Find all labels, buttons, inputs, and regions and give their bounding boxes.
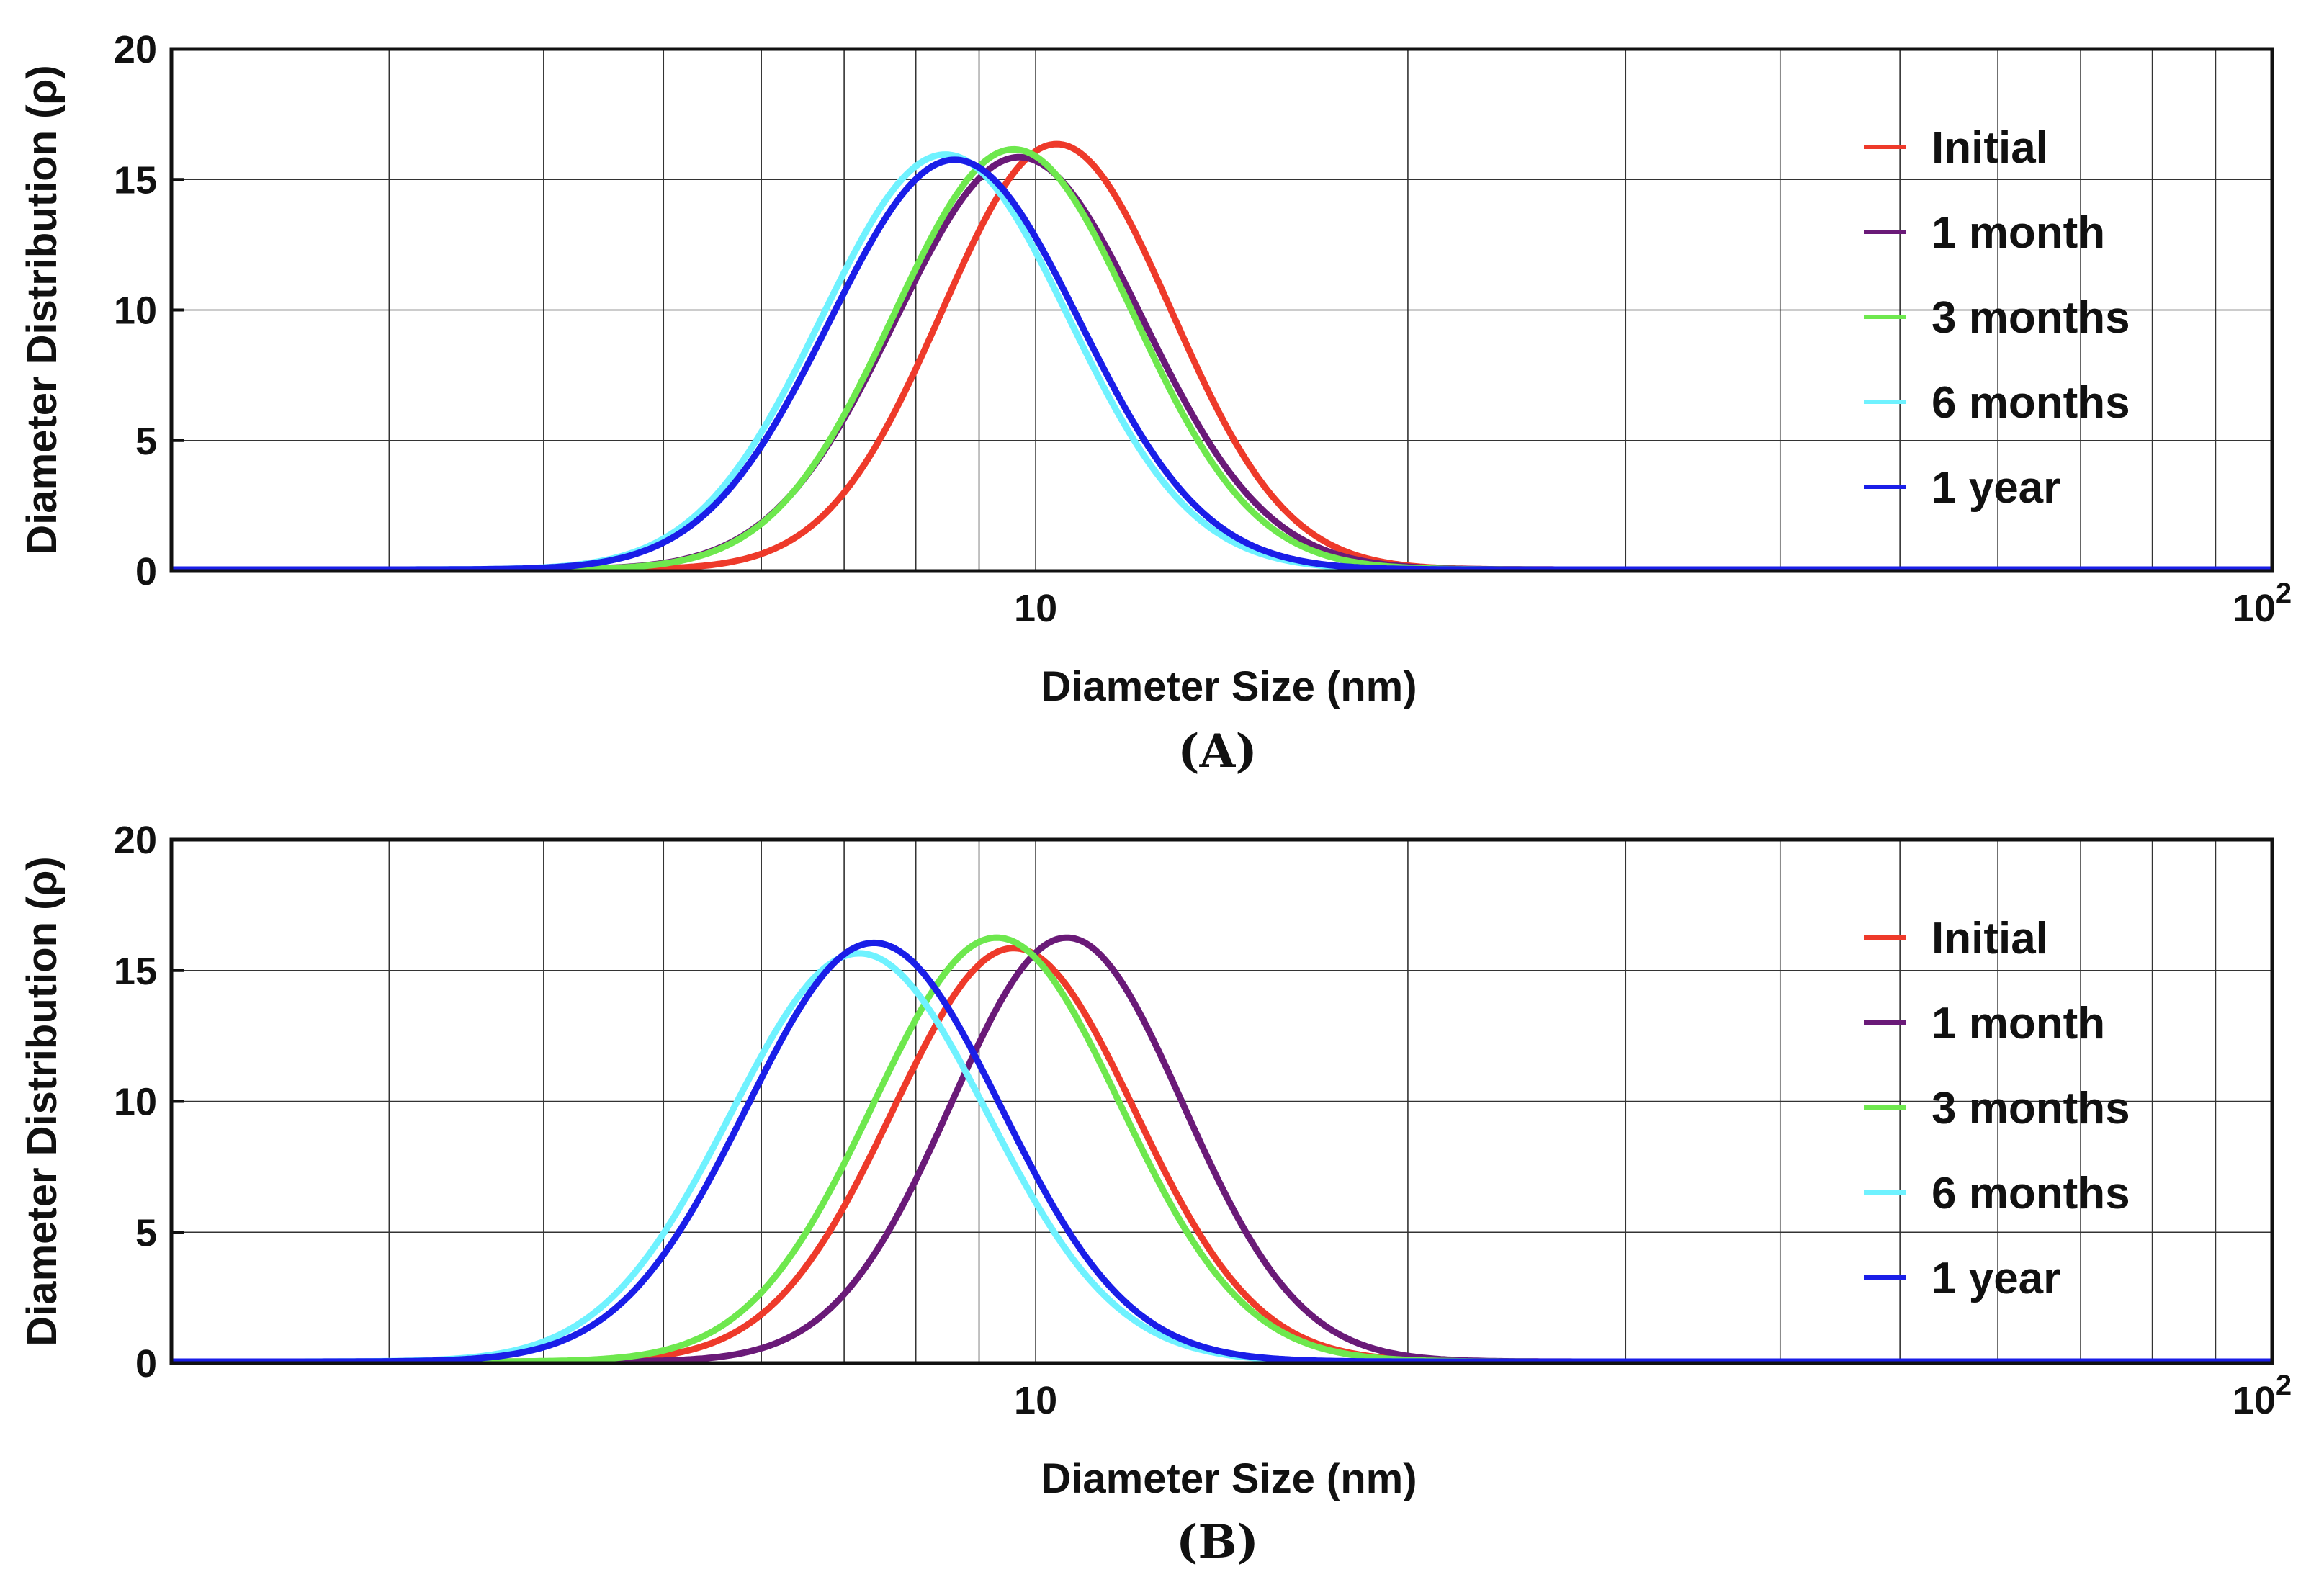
legend-label: 3 months [1932,293,2130,343]
legend: Initial 1 month 3 months 6 months 1 year [1864,914,2130,1303]
x-tick-label: 10 [1014,1379,1057,1422]
legend: Initial 1 month 3 months 6 months 1 year [1864,123,2130,513]
legend-label: 6 months [1932,378,2130,428]
x-tick-exponent: 2 [2276,1370,2292,1401]
x-tick-label: 10 [1014,587,1057,630]
legend-label: 1 year [1932,1254,2060,1303]
y-tick-label: 10 [114,289,157,333]
legend-label: Initial [1932,123,2048,173]
y-tick-label: 15 [114,158,157,202]
x-tick-labels: 10 102 [1014,1370,2292,1422]
y-gridlines [171,969,2272,1234]
legend-label: 1 month [1932,208,2105,258]
legend-label: Initial [1932,914,2048,963]
legend-label: 1 year [1932,463,2060,513]
x-tick-exponent: 2 [2276,578,2292,609]
y-tick-labels: 0 5 10 15 20 [114,819,184,1385]
x-tick-base: 10 [2233,587,2276,630]
y-tick-label: 10 [114,1081,157,1124]
y-tick-label: 20 [114,819,157,862]
x-axis-label: Diameter Size (nm) [1041,1455,1417,1502]
y-tick-label: 0 [135,550,157,593]
y-tick-label: 15 [114,950,157,993]
legend-label: 6 months [1932,1169,2130,1218]
y-axis-label: Diameter Distribution (ρ) [19,856,66,1346]
y-tick-label: 5 [135,1211,157,1254]
panel-label: (A) [1177,724,1257,778]
y-tick-label: 20 [114,28,157,71]
x-tick-base: 10 [2233,1379,2276,1422]
y-tick-label: 0 [135,1342,157,1385]
y-gridlines [171,179,2272,441]
x-axis-label: Diameter Size (nm) [1041,663,1417,710]
y-tick-label: 5 [135,420,157,463]
y-axis-label: Diameter Distribution (ρ) [19,65,66,554]
x-tick-labels: 10 102 [1014,578,2292,630]
legend-label: 1 month [1932,999,2105,1048]
legend-label: 3 months [1932,1084,2130,1133]
x-tick-base: 10 [1014,1379,1057,1422]
x-tick-label: 102 [2233,578,2292,630]
x-tick-label: 102 [2233,1370,2292,1422]
x-tick-base: 10 [1014,587,1057,630]
y-tick-labels: 0 5 10 15 20 [114,28,184,593]
panel-label: (B) [1176,1515,1259,1569]
